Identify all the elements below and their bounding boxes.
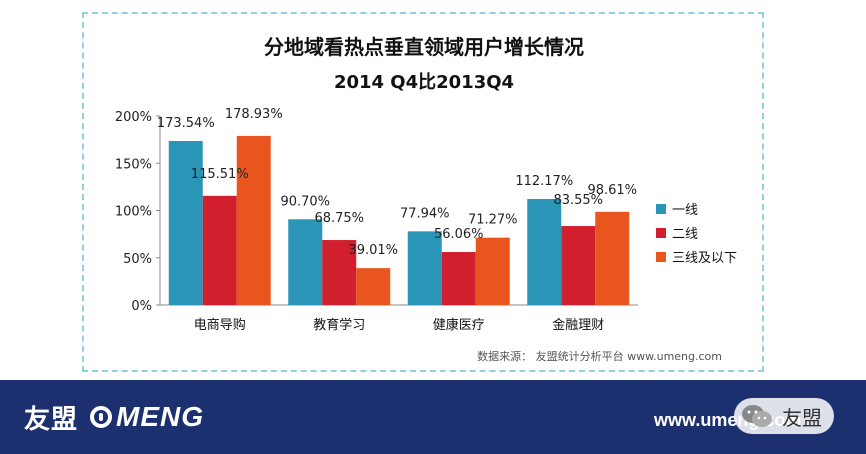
x-tick-label: 金融理财 [552,317,604,333]
chart-title: 分地域看热点垂直领域用户增长情况 [264,35,584,59]
wechat-icon [742,405,772,427]
y-tick-label: 100% [115,205,152,220]
bar-3-2 [356,268,391,305]
data-labels: 173.54% 115.51% 178.93% 90.70% 68.75% 39.01% 7… [157,107,637,258]
legend-label: 二线 [672,227,698,242]
data-label: 115.51% [191,167,249,182]
x-tick-label: 电商导购 [194,317,246,333]
bar-3-1 [236,135,271,305]
chart-subtitle: 2014 Q4比2013Q4 [334,72,514,93]
bar-2-4 [561,226,596,305]
legend-label: 一线 [672,203,698,218]
data-label: 112.17% [515,174,573,189]
umeng-u-icon [90,406,113,428]
data-label: 56.06% [434,227,484,242]
y-tick-label: 0% [131,299,152,314]
bar-3-4 [595,211,630,305]
brand-logo: 友盟 MENG [24,401,204,435]
y-tick-label: 150% [115,157,152,172]
data-label: 39.01% [348,243,398,258]
data-label: 98.61% [587,183,637,198]
legend-swatch [656,204,666,214]
y-tick-label: 200% [115,110,152,125]
bar-3-3 [475,237,510,305]
axis-group: 0% 50% 100% 150% 200% 电商导购 教育学习 健康医疗 金融理财 [115,110,638,333]
x-tick-label: 健康医疗 [433,317,485,333]
data-label: 90.70% [280,194,330,209]
data-label: 77.94% [400,206,450,221]
data-label: 68.75% [314,211,364,226]
wechat-badge: 友盟 [734,398,834,434]
brand-name-en: MENG [90,401,204,433]
wechat-account-name: 友盟 [782,405,822,430]
x-tick-label: 教育学习 [313,317,365,333]
bars-group [168,135,630,305]
brand-name-cn: 友盟 [24,404,79,435]
chart: 分地域看热点垂直领域用户增长情况 2014 Q4比2013Q4 0% 50% 100… [115,35,737,363]
legend-swatch [656,228,666,238]
data-label: 71.27% [468,213,518,228]
y-tick-label: 50% [123,252,152,267]
bar-2-3 [441,252,476,305]
footer-banner: 友盟 MENG www.umeng.com 友盟 [0,380,866,454]
bar-2-2 [322,240,357,305]
chart-frame: 分地域看热点垂直领域用户增长情况 2014 Q4比2013Q4 0% 50% 100… [82,12,764,372]
data-label: 173.54% [157,116,215,131]
bar-1-3 [407,231,442,305]
bar-1-2 [288,219,323,305]
bar-1-4 [527,198,562,305]
bar-2-1 [202,195,237,305]
legend-swatch [656,252,666,262]
legend-label: 三线及以下 [672,251,737,266]
bar-1-1 [168,141,203,305]
data-label: 83.55% [553,193,603,208]
source-note: 数据来源： 友盟统计分析平台 www.umeng.com [477,349,722,363]
data-label: 178.93% [225,107,283,122]
